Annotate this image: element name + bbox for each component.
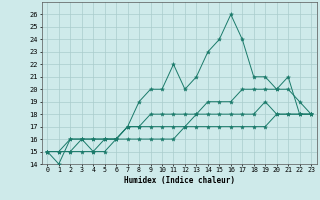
X-axis label: Humidex (Indice chaleur): Humidex (Indice chaleur) [124, 176, 235, 185]
